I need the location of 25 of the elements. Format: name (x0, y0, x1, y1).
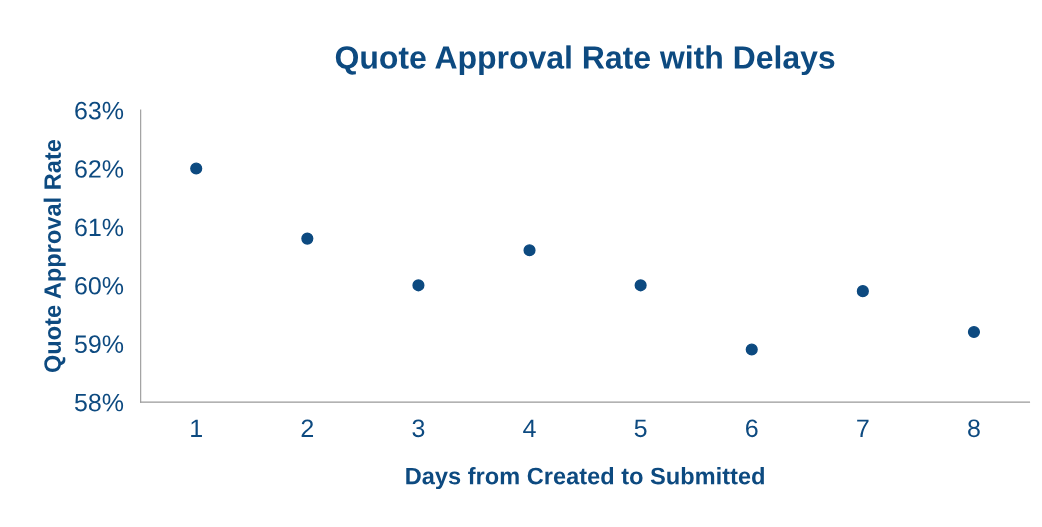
point (190, 162, 203, 175)
y-axis-title: Quote Approval Rate (43, 139, 66, 373)
x-tick-label: 6 (746, 419, 758, 438)
y-tick-label: 62% (75, 160, 124, 178)
x-axis-title: Days from Created to Submitted (406, 467, 764, 490)
x-tick-label: 2 (301, 419, 314, 437)
x-tick-label: 5 (634, 419, 647, 438)
y-tick-label: 58% (74, 393, 124, 412)
y-tick-label: 59% (74, 335, 124, 354)
x-tick-label: 1 (191, 419, 202, 437)
point (745, 343, 758, 356)
x-tick-label: 3 (412, 419, 425, 438)
y-tick-label: 60% (75, 276, 124, 295)
point (301, 232, 314, 245)
point (634, 279, 647, 292)
x-tick-label: 8 (968, 419, 980, 438)
x-tick-label: 4 (523, 419, 536, 437)
point (967, 325, 981, 339)
y-tick-label: 61% (75, 218, 124, 237)
x-tick-label: 7 (857, 419, 869, 437)
point (412, 279, 425, 292)
chart-title: Quote Approval Rate with Delays (335, 45, 835, 76)
point (856, 285, 869, 298)
point (523, 244, 536, 257)
y-tick-label: 63% (75, 101, 124, 120)
